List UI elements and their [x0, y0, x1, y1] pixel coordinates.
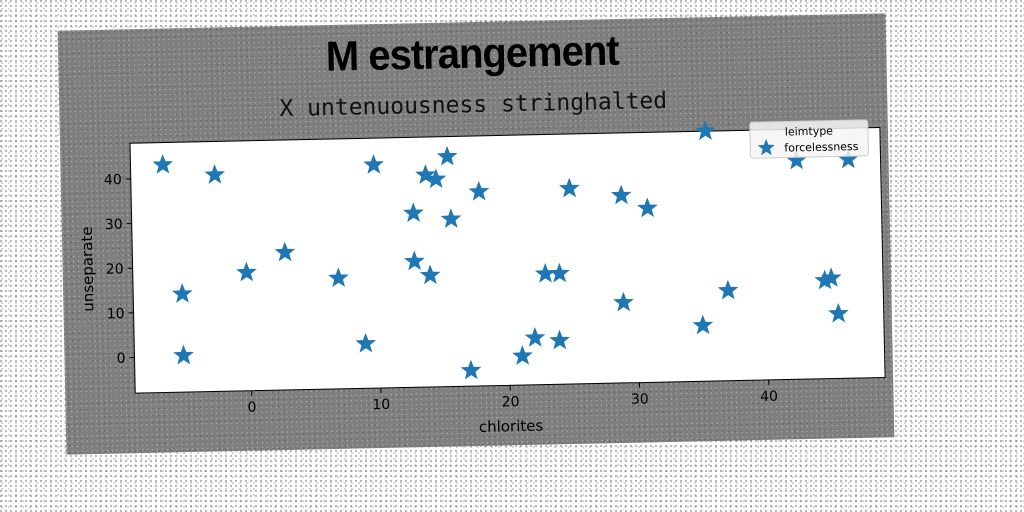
data-point — [425, 168, 447, 189]
data-point — [460, 359, 482, 380]
x-axis: 0 10 20 30 40 — [247, 379, 778, 416]
figure: M estrangement X untenuousness stringhal… — [57, 13, 895, 455]
y-tick-label: 30 — [105, 217, 123, 233]
x-axis-label: chlorites — [479, 417, 544, 436]
data-point — [404, 250, 425, 271]
data-points — [152, 120, 859, 380]
data-point — [828, 302, 849, 323]
data-point — [820, 267, 842, 288]
data-point — [694, 120, 716, 141]
data-point — [549, 262, 570, 283]
data-point — [613, 291, 634, 312]
data-point — [173, 344, 194, 365]
data-point — [524, 327, 546, 347]
legend-title: leimtype — [785, 124, 834, 138]
y-tick-label: 10 — [107, 306, 125, 322]
y-tick-label: 40 — [104, 172, 122, 188]
x-tick-label: 10 — [372, 397, 390, 413]
data-point — [419, 264, 441, 285]
data-point — [436, 145, 458, 166]
x-tick-label: 30 — [631, 391, 649, 407]
data-point — [559, 177, 580, 198]
x-tick-label: 20 — [501, 394, 519, 410]
data-point — [152, 154, 174, 174]
data-point — [692, 314, 714, 335]
data-point — [274, 241, 296, 262]
y-axis: 0 10 20 30 40 — [104, 172, 135, 367]
data-point — [610, 184, 632, 205]
data-point — [717, 279, 739, 300]
legend-entry-forcelessness: forcelessness — [784, 140, 859, 155]
data-point — [512, 345, 533, 365]
legend-star-marker — [757, 138, 775, 156]
data-point — [637, 197, 658, 218]
data-point — [403, 202, 424, 223]
x-tick-label: 0 — [247, 400, 256, 416]
data-point — [171, 283, 193, 303]
y-tick-label: 20 — [106, 261, 124, 277]
plot-area — [129, 127, 886, 394]
legend-box — [749, 119, 869, 159]
data-point — [440, 208, 462, 229]
x-tick-label: 40 — [760, 389, 778, 405]
scatter-plot: 0 10 20 30 40 0 10 20 30 40 chlorites unseparate… — [78, 119, 886, 436]
legend-marker-star — [757, 138, 775, 156]
data-point — [468, 180, 490, 201]
data-point — [549, 329, 570, 350]
y-tick-label: 0 — [116, 351, 125, 367]
legend: leimtype forcelessness — [749, 119, 869, 159]
data-point — [236, 261, 257, 282]
data-point — [355, 332, 376, 353]
y-axis-label: unseparate — [78, 226, 98, 312]
data-point — [363, 154, 384, 174]
data-point — [328, 267, 349, 288]
data-point — [204, 164, 226, 184]
